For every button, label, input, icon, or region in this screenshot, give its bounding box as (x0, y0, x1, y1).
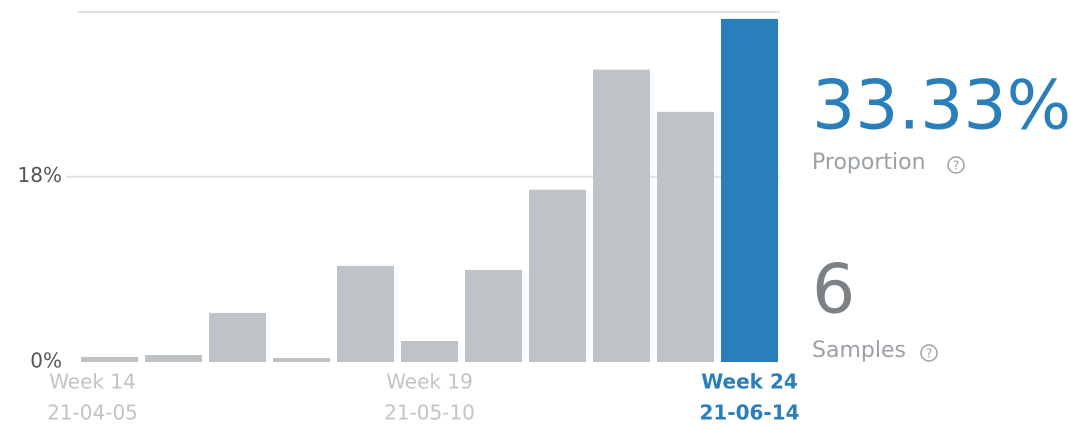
samples-label: Samples (812, 338, 906, 363)
bar (593, 69, 650, 362)
bar (401, 341, 458, 362)
x-tick-label: Week 24 (701, 370, 798, 394)
svg-text:?: ? (926, 347, 932, 361)
proportion-value: 33.33% (812, 67, 1071, 146)
bar (337, 265, 394, 362)
bar (209, 312, 266, 362)
bar (465, 269, 522, 362)
y-tick-label: 18% (18, 163, 62, 187)
help-icon[interactable]: ? (947, 156, 965, 174)
x-tick-date: 21-06-14 (699, 401, 799, 425)
samples-value: 6 (812, 251, 855, 330)
x-tick-date: 21-05-10 (384, 401, 475, 425)
bar (273, 357, 330, 362)
bar (529, 189, 586, 362)
y-tick-label: 0% (30, 349, 62, 373)
bar (145, 355, 202, 362)
bar (81, 356, 138, 362)
svg-text:?: ? (953, 159, 959, 173)
x-tick-label: Week 19 (386, 370, 473, 394)
help-icon[interactable]: ? (920, 344, 938, 362)
bar (657, 111, 714, 363)
x-tick-label: Week 14 (49, 370, 136, 394)
bar (721, 18, 778, 362)
proportion-label: Proportion (812, 150, 926, 175)
x-tick-date: 21-04-05 (47, 401, 138, 425)
